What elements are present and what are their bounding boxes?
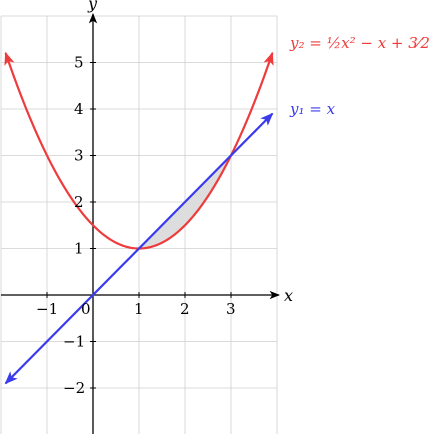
x-tick-label: 2 [180,300,190,318]
x-tick-label: 0 [81,300,91,318]
series-label-y1: y₁ = x [289,100,336,118]
axes [1,12,281,434]
y-axis-label: y [87,0,98,13]
grid [0,15,278,434]
tick-labels: −1 0 1 2 3 −2 −1 1 2 3 4 5 [36,54,236,398]
y-tick-label: 4 [74,100,84,118]
y-tick-label: 1 [74,240,84,258]
y-tick-label: −1 [63,333,85,351]
series-layer [4,51,274,385]
series-y1-line [4,112,274,385]
series-label-y2: y₂ = ½x² − x + 3⁄2 [289,34,429,52]
y-tick-label: −2 [63,379,85,397]
y-tick-label: 3 [74,147,84,165]
x-tick-label: −1 [36,300,58,318]
x-tick-label: 3 [226,300,236,318]
y-tick-label: 5 [74,54,84,72]
y-tick-label: 2 [74,193,84,211]
x-tick-label: 1 [134,300,144,318]
x-axis-label: x [284,286,293,305]
